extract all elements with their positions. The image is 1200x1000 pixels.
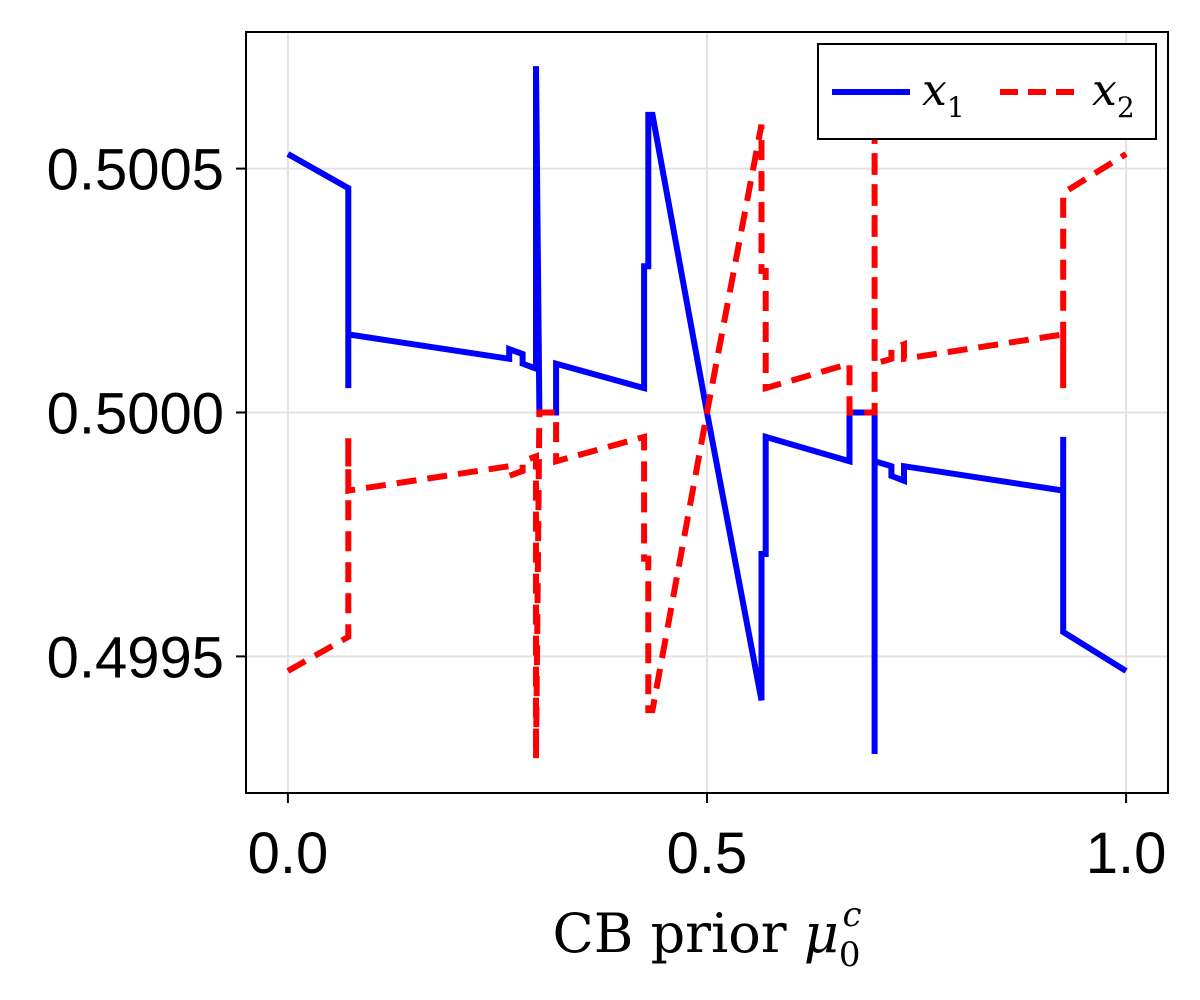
y-tick-label-2: 0.5005 bbox=[47, 138, 224, 203]
legend-label-x2: x2 bbox=[1092, 65, 1135, 124]
tick-labels: 0.0 0.5 1.0 0.4995 0.5000 0.5005 bbox=[47, 138, 1167, 886]
legend-label-x1: x1 bbox=[922, 65, 965, 124]
legend: x1 x2 bbox=[817, 43, 1157, 140]
series-line-x2 bbox=[286, 71, 1128, 759]
series-lines bbox=[286, 66, 1128, 759]
y-tick-label-0: 0.4995 bbox=[47, 625, 224, 690]
x-axis-label: CB prior μ0c bbox=[552, 895, 861, 975]
y-tick-label-1: 0.5000 bbox=[47, 382, 224, 447]
x-tick-label-1: 0.5 bbox=[667, 821, 748, 886]
x-tick-label-0: 0.0 bbox=[248, 821, 329, 886]
x-tick-label-2: 1.0 bbox=[1086, 821, 1167, 886]
